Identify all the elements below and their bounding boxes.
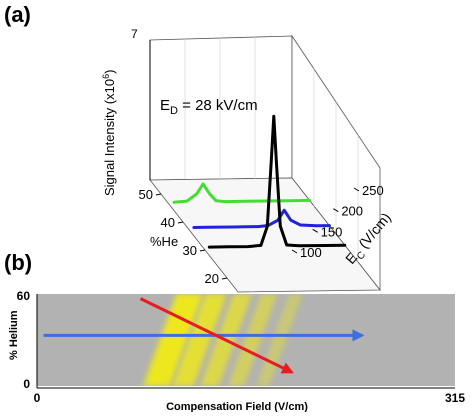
series-line-1 — [172, 182, 312, 204]
z-max-tick: 7 — [131, 27, 138, 41]
wall-grid — [184, 37, 359, 262]
he-tick-mark — [177, 221, 184, 224]
panel-a-label: (a) — [4, 2, 31, 27]
heat-y-axis-label: % Helium — [8, 310, 20, 360]
ed-annotation: ED = 28 kV/cm — [160, 97, 258, 117]
ec-tick-label: 100 — [300, 245, 322, 260]
he-tick-mark — [221, 277, 228, 280]
he-tick-mark — [155, 193, 162, 196]
ec-tick-mark — [312, 228, 318, 233]
ec-tick-mark — [353, 187, 360, 192]
he-tick-label: 30 — [183, 243, 197, 258]
heat-x-tick-left: 0 — [34, 391, 41, 405]
heat-x-axis-label: Compensation Field (V/cm) — [166, 401, 308, 412]
he-tick-label: 40 — [161, 215, 175, 230]
he-tick-mark — [199, 249, 206, 252]
heatmap-band-3 — [228, 294, 278, 386]
he-axis-label: %He — [150, 234, 178, 249]
heat-y-tick-bottom: 0 — [23, 377, 30, 391]
red-arrow — [139, 297, 294, 374]
he-axis-ticks: 50 40 30 20 — [139, 187, 228, 286]
heatmap-band-0 — [143, 294, 203, 386]
he-tick-label: 50 — [139, 187, 153, 202]
he-tick-label: 20 — [205, 271, 219, 286]
ec-tick-label: 200 — [341, 204, 363, 219]
heatmap-band-4 — [255, 294, 303, 386]
ec-tick-label: 150 — [321, 224, 343, 239]
heat-x-tick-right: 315 — [445, 391, 465, 405]
ec-tick-mark — [333, 208, 339, 213]
ec-axis-ticks: 100 150 200 250 — [291, 183, 384, 260]
heatmap-arrows — [43, 297, 365, 374]
series-line-2 — [207, 114, 347, 249]
heatmap-band-1 — [172, 294, 227, 386]
ec-tick-label: 250 — [362, 183, 384, 198]
panel-b-label: (b) — [4, 250, 32, 275]
ec-tick-mark — [291, 249, 298, 254]
z-axis-label: Signal Intensity (x106) — [101, 70, 117, 196]
series-lines — [172, 114, 347, 249]
heat-y-tick-top: 60 — [17, 289, 31, 303]
panel-a-chart: 7 Signal Intensity (x106) ED = 28 kV/cm … — [101, 27, 394, 293]
panel-b-chart: 60 0 % Helium 0 315 Compensation Field (… — [8, 289, 465, 413]
